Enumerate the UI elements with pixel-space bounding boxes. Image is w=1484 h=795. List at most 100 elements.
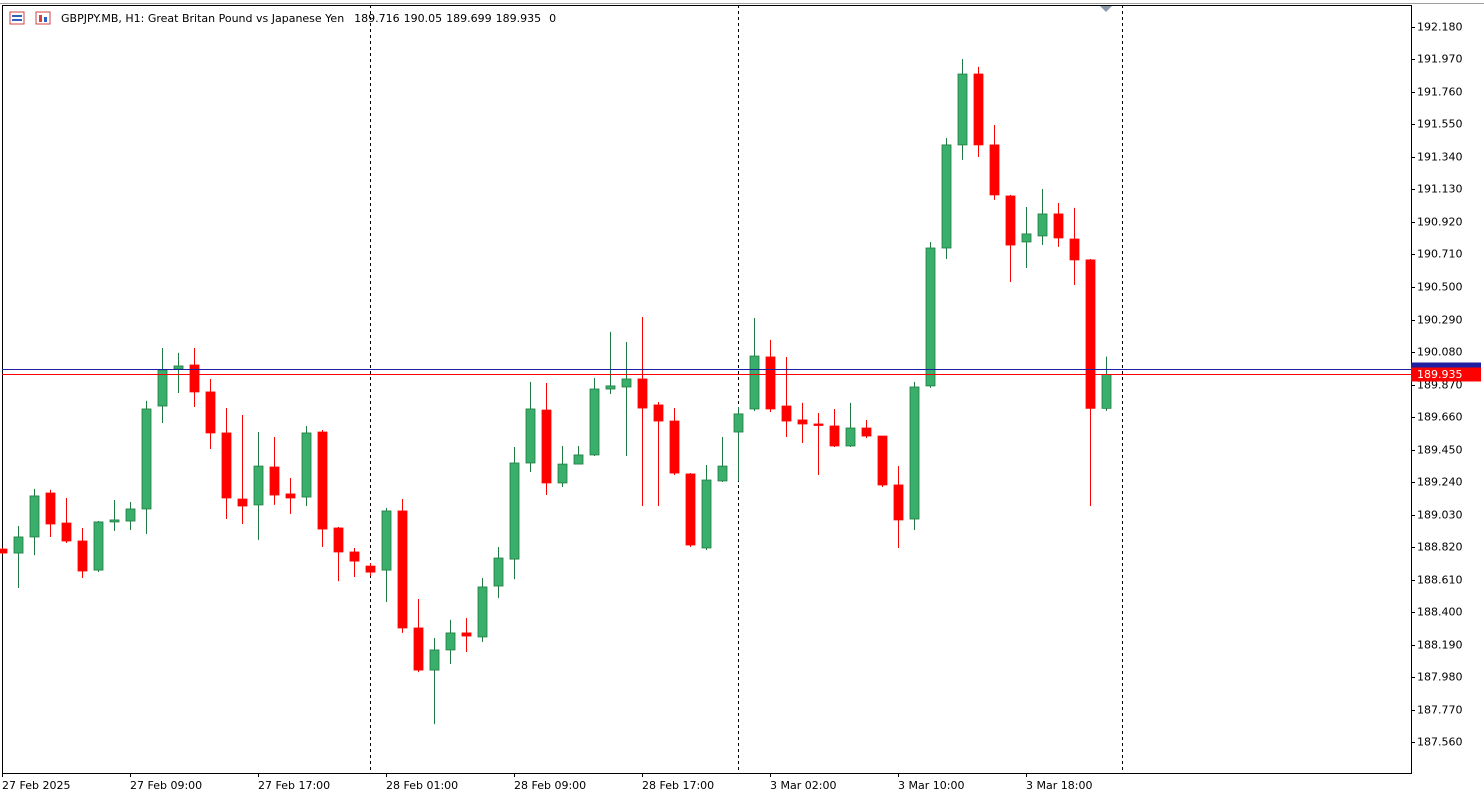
icon-line bbox=[12, 19, 22, 21]
x-tick-label: 28 Feb 09:00 bbox=[514, 779, 586, 792]
candle-body bbox=[237, 498, 248, 507]
y-tick-label: 189.240 bbox=[1417, 476, 1463, 489]
candle-body bbox=[781, 405, 792, 422]
shift-marker bbox=[1100, 6, 1112, 12]
candle-body bbox=[1069, 238, 1080, 261]
candle-body bbox=[93, 521, 104, 571]
x-tick-label: 3 Mar 18:00 bbox=[1026, 779, 1092, 792]
candle-body bbox=[733, 413, 744, 433]
y-tick-label: 191.760 bbox=[1417, 86, 1463, 99]
candle-body bbox=[509, 462, 520, 560]
y-tick-label: 189.660 bbox=[1417, 411, 1463, 424]
candle-body bbox=[525, 408, 536, 464]
candle-body bbox=[317, 431, 328, 530]
candle-body bbox=[861, 427, 872, 437]
y-tick-label: 188.820 bbox=[1417, 541, 1463, 554]
candle-body bbox=[1053, 213, 1064, 239]
candle-body bbox=[397, 510, 408, 629]
candle-body bbox=[173, 365, 184, 370]
candle-body bbox=[957, 73, 968, 146]
candle-body bbox=[1005, 195, 1016, 246]
x-tick-label: 27 Feb 09:00 bbox=[130, 779, 202, 792]
candle-body bbox=[701, 479, 712, 549]
icon-list bbox=[9, 11, 25, 25]
y-tick-label: 190.290 bbox=[1417, 314, 1463, 327]
candle-body bbox=[589, 388, 600, 456]
candle-body bbox=[1021, 233, 1032, 243]
header-open: 189.716 bbox=[354, 12, 400, 25]
candle-body bbox=[189, 364, 200, 393]
candle-body bbox=[557, 463, 568, 484]
candle-body bbox=[541, 409, 552, 484]
icon-bar bbox=[44, 17, 47, 22]
candle-body bbox=[125, 508, 136, 522]
candle-body bbox=[381, 510, 392, 571]
candle-body bbox=[77, 540, 88, 572]
candle-body bbox=[941, 144, 952, 249]
candle-body bbox=[1085, 259, 1096, 409]
x-tick-label: 28 Feb 01:00 bbox=[386, 779, 458, 792]
header-close: 189.935 bbox=[496, 12, 542, 25]
y-tick-label: 191.970 bbox=[1417, 53, 1463, 66]
y-tick-label: 191.130 bbox=[1417, 183, 1463, 196]
candle-body bbox=[157, 369, 168, 407]
candle-body bbox=[365, 565, 376, 573]
header: GBPJPY.MB, H1: Great Britan Pound vs Jap… bbox=[61, 12, 556, 25]
candle-body bbox=[461, 632, 472, 637]
candle-body bbox=[301, 432, 312, 498]
y-tick-label: 187.560 bbox=[1417, 736, 1463, 749]
candle-body bbox=[13, 536, 24, 554]
candle-body bbox=[877, 435, 888, 486]
candle-body bbox=[925, 247, 936, 387]
candle-body bbox=[653, 404, 664, 422]
x-tick-label: 28 Feb 17:00 bbox=[642, 779, 714, 792]
header-low: 189.699 bbox=[446, 12, 492, 25]
y-tick-label: 191.340 bbox=[1417, 151, 1463, 164]
candle-body bbox=[445, 632, 456, 651]
candle-body bbox=[685, 473, 696, 546]
y-tick-label: 190.500 bbox=[1417, 281, 1463, 294]
price-label-bg bbox=[1411, 367, 1481, 382]
candle-body bbox=[573, 454, 584, 465]
x-tick-label: 27 Feb 2025 bbox=[2, 779, 70, 792]
candle-body bbox=[749, 355, 760, 410]
candle-body bbox=[621, 378, 632, 388]
icon-bar bbox=[39, 15, 42, 22]
candle-body bbox=[829, 425, 840, 447]
price-label: 189.935 bbox=[1417, 368, 1463, 381]
candle-body bbox=[141, 408, 152, 510]
y-tick-label: 188.610 bbox=[1417, 574, 1463, 587]
candle-body bbox=[1101, 374, 1112, 409]
candle-body bbox=[813, 423, 824, 426]
candle-body bbox=[717, 465, 728, 482]
x-tick-label: 3 Mar 02:00 bbox=[770, 779, 836, 792]
candles bbox=[0, 59, 1112, 725]
y-tick-label: 188.190 bbox=[1417, 639, 1463, 652]
plot-frame bbox=[2, 5, 1412, 774]
y-tick-label: 190.710 bbox=[1417, 248, 1463, 261]
candle-body bbox=[285, 493, 296, 499]
icon-chart bbox=[35, 11, 51, 25]
x-tick-label: 3 Mar 10:00 bbox=[898, 779, 964, 792]
y-tick-label: 191.550 bbox=[1417, 118, 1463, 131]
candle-body bbox=[61, 522, 72, 542]
symbol-title: GBPJPY.MB, H1: Great Britan Pound vs Jap… bbox=[61, 12, 344, 25]
y-tick-label: 192.180 bbox=[1417, 21, 1463, 34]
candle-body bbox=[333, 527, 344, 553]
candle-body bbox=[477, 586, 488, 638]
candle-body bbox=[269, 466, 280, 496]
candle-body bbox=[669, 420, 680, 474]
candle-body bbox=[845, 427, 856, 447]
candle-body bbox=[909, 386, 920, 520]
y-tick-label: 190.080 bbox=[1417, 346, 1463, 359]
header-high: 190.05 bbox=[404, 12, 443, 25]
candle-body bbox=[637, 378, 648, 409]
y-tick-label: 187.980 bbox=[1417, 671, 1463, 684]
candle-body bbox=[205, 391, 216, 434]
candle-body bbox=[973, 73, 984, 146]
y-tick-label: 189.030 bbox=[1417, 509, 1463, 522]
candle-body bbox=[605, 385, 616, 390]
